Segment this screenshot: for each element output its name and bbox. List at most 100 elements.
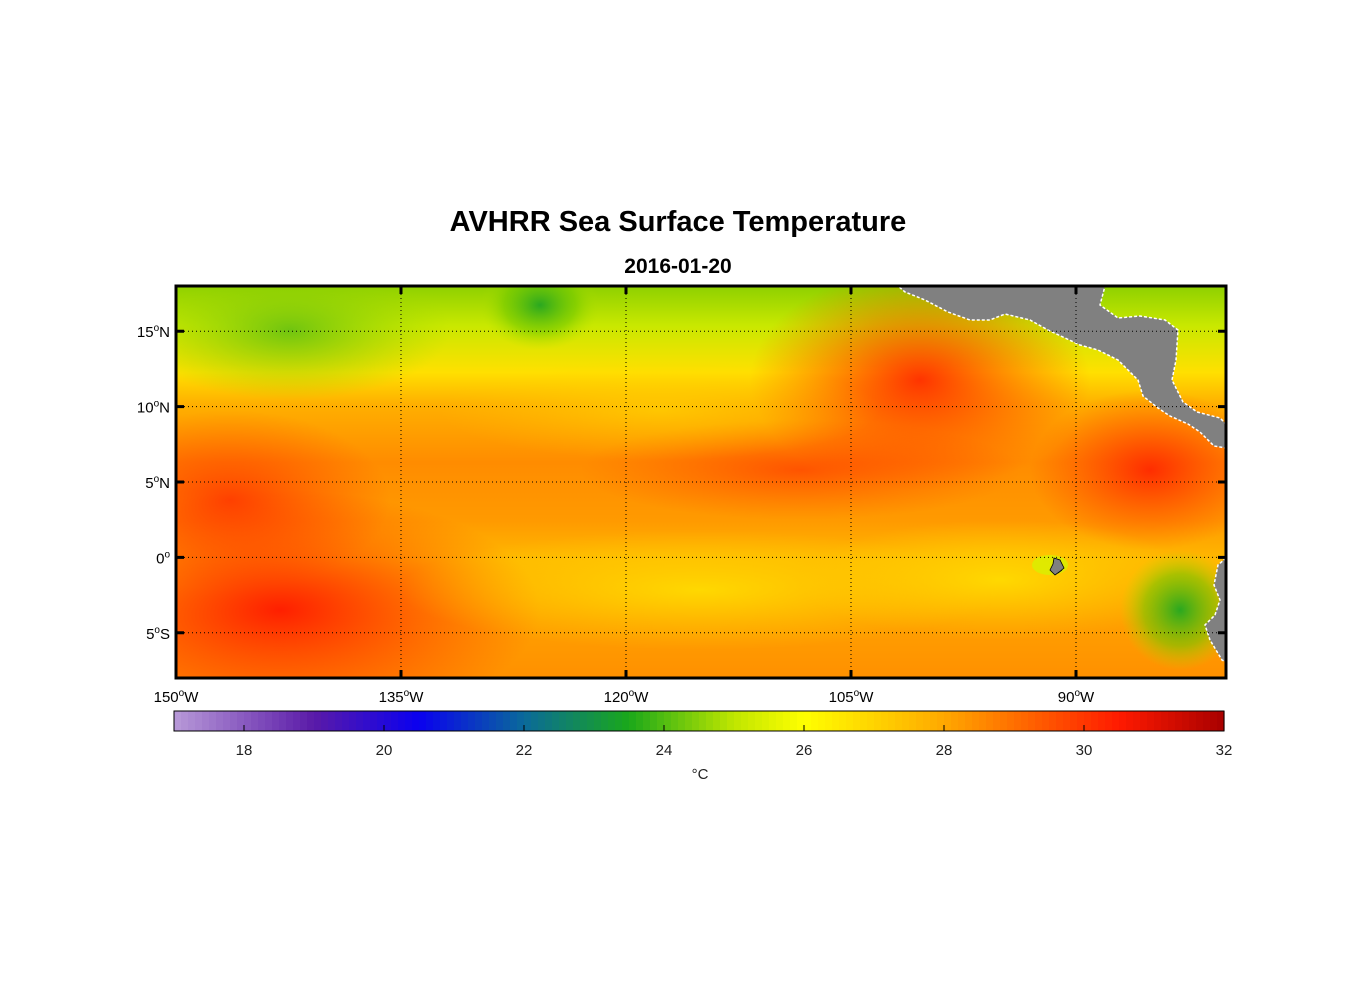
colorbar-step <box>776 711 784 731</box>
colorbar-step <box>1056 711 1064 731</box>
colorbar-step <box>209 711 217 731</box>
colorbar-tick-label: 24 <box>656 742 673 759</box>
colorbar-step <box>244 711 252 731</box>
colorbar-step <box>1007 711 1015 731</box>
colorbar-step <box>1098 711 1106 731</box>
colorbar-step <box>461 711 469 731</box>
colorbar-step <box>293 711 301 731</box>
colorbar-step <box>1210 711 1218 731</box>
sst-field <box>176 286 1226 678</box>
colorbar-step <box>706 711 714 731</box>
colorbar-step <box>1070 711 1078 731</box>
colorbar-step <box>300 711 308 731</box>
colorbar-step <box>832 711 840 731</box>
colorbar-step <box>454 711 462 731</box>
colorbar-step <box>797 711 805 731</box>
colorbar-step <box>1014 711 1022 731</box>
colorbar-step <box>1049 711 1057 731</box>
colorbar-step <box>1035 711 1043 731</box>
colorbar-step <box>601 711 609 731</box>
colorbar-step <box>916 711 924 731</box>
colorbar-step <box>524 711 532 731</box>
lon-tick-label: 120oW <box>604 688 650 706</box>
colorbar-step <box>174 711 182 731</box>
colorbar-step <box>1126 711 1134 731</box>
colorbar-step <box>1133 711 1141 731</box>
colorbar-step <box>594 711 602 731</box>
colorbar-step <box>258 711 266 731</box>
colorbar-step <box>629 711 637 731</box>
colorbar-step <box>272 711 280 731</box>
colorbar-step <box>839 711 847 731</box>
colorbar-tick-label: 28 <box>936 742 953 759</box>
colorbar-step <box>377 711 385 731</box>
colorbar-tick-label: 20 <box>376 742 393 759</box>
colorbar-step <box>965 711 973 731</box>
lon-tick-label: 150oW <box>154 688 200 706</box>
colorbar-step <box>181 711 189 731</box>
colorbar-step <box>1196 711 1204 731</box>
land-galapagos <box>1049 557 1065 576</box>
colorbar-step <box>419 711 427 731</box>
colorbar-step <box>1042 711 1050 731</box>
colorbar-step <box>307 711 315 731</box>
colorbar-step <box>580 711 588 731</box>
colorbar-step <box>860 711 868 731</box>
colorbar-step <box>468 711 476 731</box>
map-title: AVHRR Sea Surface Temperature <box>449 206 907 238</box>
colorbar-step <box>363 711 371 731</box>
colorbar-step <box>1105 711 1113 731</box>
colorbar-step <box>636 711 644 731</box>
colorbar-step <box>195 711 203 731</box>
colorbar-step <box>853 711 861 731</box>
colorbar-step <box>664 711 672 731</box>
colorbar-step <box>1077 711 1085 731</box>
colorbar-step <box>552 711 560 731</box>
colorbar-step <box>286 711 294 731</box>
colorbar-step <box>265 711 273 731</box>
colorbar-step <box>615 711 623 731</box>
colorbar-step <box>944 711 952 731</box>
colorbar-step <box>734 711 742 731</box>
colorbar-step <box>370 711 378 731</box>
colorbar-step <box>475 711 483 731</box>
colorbar-step <box>531 711 539 731</box>
colorbar-step <box>328 711 336 731</box>
colorbar-step <box>559 711 567 731</box>
colorbar-step <box>958 711 966 731</box>
colorbar-step <box>895 711 903 731</box>
colorbar-step <box>1140 711 1148 731</box>
colorbar-step <box>1119 711 1127 731</box>
colorbar-step <box>755 711 763 731</box>
colorbar-step <box>762 711 770 731</box>
colorbar-step <box>1182 711 1190 731</box>
colorbar-step <box>1189 711 1197 731</box>
colorbar-step <box>412 711 420 731</box>
colorbar-step <box>496 711 504 731</box>
colorbar-step <box>846 711 854 731</box>
colorbar-step <box>384 711 392 731</box>
colorbar-step <box>342 711 350 731</box>
colorbar-step <box>1028 711 1036 731</box>
colorbar-tick-label: 30 <box>1076 742 1093 759</box>
colorbar-step <box>930 711 938 731</box>
colorbar-step <box>811 711 819 731</box>
colorbar-step <box>587 711 595 731</box>
colorbar-step <box>1147 711 1155 731</box>
colorbar-step <box>573 711 581 731</box>
colorbar-step <box>678 711 686 731</box>
lat-tick-label: 5oN <box>145 474 170 492</box>
colorbar-step <box>517 711 525 731</box>
colorbar-step <box>713 711 721 731</box>
colorbar-step <box>881 711 889 731</box>
colorbar-step <box>1168 711 1176 731</box>
colorbar-step <box>510 711 518 731</box>
colorbar-step <box>279 711 287 731</box>
colorbar-step <box>790 711 798 731</box>
colorbar-step <box>426 711 434 731</box>
colorbar-tick-label: 18 <box>236 742 253 759</box>
lat-tick-label: 15oN <box>137 323 170 341</box>
lat-tick-label: 5oS <box>146 625 170 643</box>
lat-tick-label: 10oN <box>137 399 170 417</box>
